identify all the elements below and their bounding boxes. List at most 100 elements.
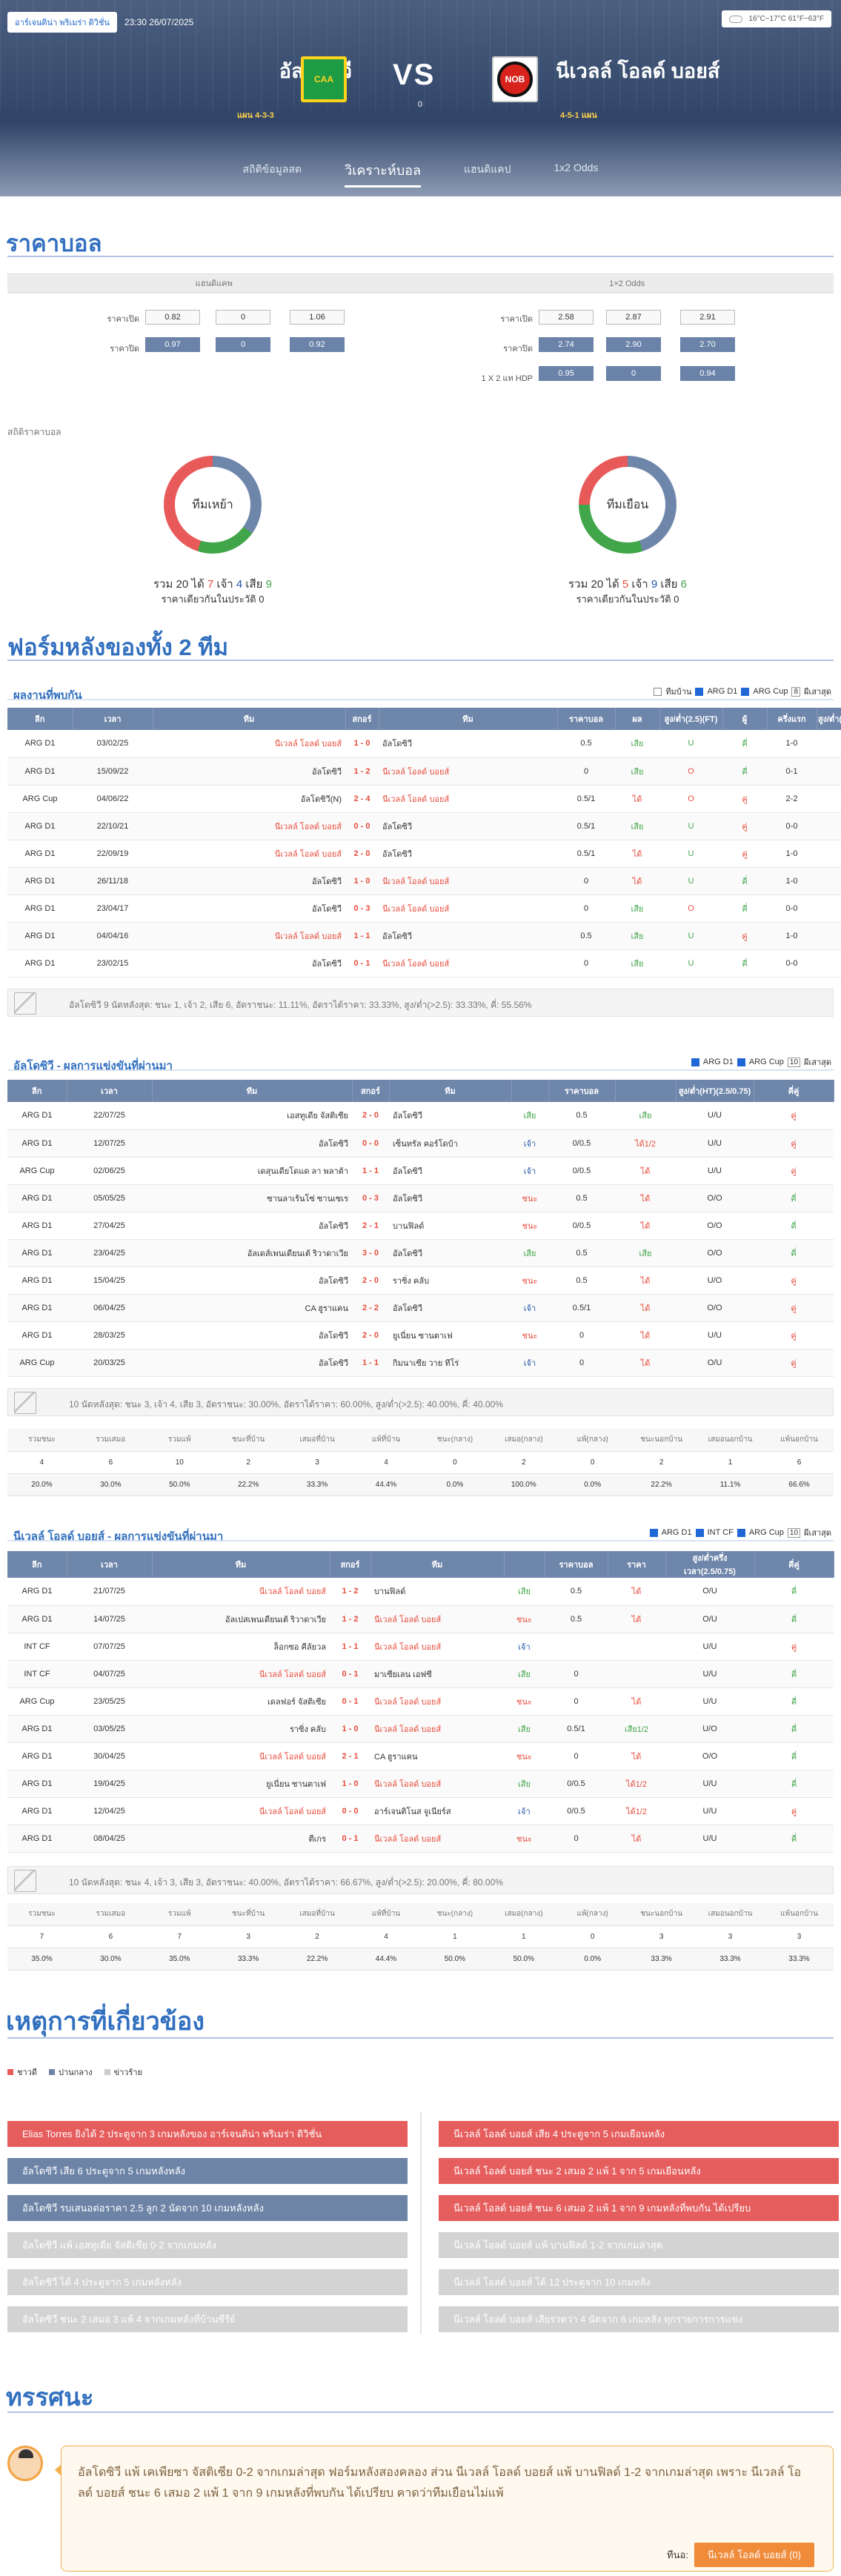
h2h-row[interactable]: ARG D1 04/04/16 นีเวลล์ โอลด์ บอยส์ 1 - 1 อั… — [7, 922, 841, 950]
away-stat-stats_headers-7: เสมอ(กลาง) — [489, 1903, 559, 1926]
tab-handicap[interactable]: แฮนดิแคป — [463, 163, 511, 175]
right-event-item[interactable]: นีเวลล์ โอลด์ บอยส์ แพ้ บานฟิลด์ 1-2 จาก… — [439, 2232, 839, 2258]
home-recent-cell-8: U/U — [676, 1157, 754, 1185]
away-recent-cell-3: 0 - 1 — [330, 1660, 370, 1688]
h2h-cell-6: ได้ — [615, 867, 659, 895]
right-hdp-label: 1 X 2 แท HDP — [481, 374, 533, 383]
form-section-title: ฟอร์มหลังของทั้ง 2 ทีม — [7, 634, 229, 660]
away-recent-row[interactable]: INT CF 04/07/25 นีเวลล์ โอลด์ บอยส์ 0 - 1 มา… — [7, 1660, 834, 1688]
home-recent-cell-3: 2 - 0 — [352, 1102, 389, 1130]
away-team-crest[interactable]: NOB — [492, 56, 538, 102]
away-recent-row[interactable]: INT CF 07/07/25 ล็อกซอ คีลัยวล 1 - 1 นีเวลล์… — [7, 1633, 834, 1661]
away-stat-stats_counts-11: 3 — [764, 1925, 834, 1948]
left-event-item[interactable]: อัลโดซิวี รบเสนอต่อราคา 2.5 ลูก 2 นัดจาก… — [7, 2195, 408, 2221]
h2h-cell-2: นีเวลล์ โอลด์ บอยส์ — [153, 730, 345, 758]
h2h-row[interactable]: ARG D1 22/09/19 นีเวลล์ โอลด์ บอยส์ 2 - 0 อั… — [7, 840, 841, 868]
analysis-text: อัลโดซิวี แพ้ เคเพียซา จัสติเซีย 0-2 จาก… — [78, 2466, 802, 2500]
home-recent-cell-5: ชนะ — [511, 1321, 548, 1350]
h2h-row[interactable]: ARG D1 26/11/18 อัลโดซิวี 1 - 0 นีเวลล์ โอลด… — [7, 867, 841, 895]
left-event-item[interactable]: อัลโดซิวี แพ้ เอสทูเดีย จัสติเซีย 0-2 จา… — [7, 2232, 408, 2258]
home-recent-count-select[interactable]: 10 — [787, 1057, 801, 1067]
away-recent-row[interactable]: ARG D1 03/05/25 ราซิ่ง คลับ 1 - 0 นีเวลล์ โอ… — [7, 1715, 834, 1743]
arg-cup-filter-checkbox[interactable] — [741, 687, 750, 696]
away-odds-donut: ทีมเยือน — [579, 456, 677, 554]
h2h-count-select[interactable]: 8 — [791, 686, 801, 697]
home-recent-row[interactable]: ARG D1 27/04/25 อัลโดซิวี 2 - 1 บานฟิลด์ ชนะ 0… — [7, 1212, 834, 1240]
away-recent-row[interactable]: ARG D1 12/04/25 นีเวลล์ โอลด์ บอยส์ 0 - 0 อา… — [7, 1797, 834, 1825]
tab-analysis[interactable]: วิเคราะห์บอล — [345, 159, 421, 187]
h2h-row[interactable]: ARG D1 15/09/22 อัลโดซิวี 1 - 2 นีเวลล์ โอลด… — [7, 757, 841, 786]
home-recent-cell-2: อัลโดซิวี — [152, 1349, 352, 1377]
h2h-cell-6: ได้ — [615, 785, 659, 813]
h2h-cell-1: 26/11/18 — [73, 867, 153, 895]
home-recent-arg-cup-checkbox[interactable] — [737, 1058, 745, 1066]
home-recent-row[interactable]: ARG D1 06/04/25 CA ฮูราแคน 2 - 2 อัลโดซิวี เจ… — [7, 1294, 834, 1322]
away-recent-cell-7: ได้ — [608, 1605, 665, 1633]
away-recent-row[interactable]: ARG Cup 23/05/25 เดลฟอร์ จัสติเซีย 0 - 1 นีเ… — [7, 1687, 834, 1716]
h2h-row[interactable]: ARG D1 03/02/25 นีเวลล์ โอลด์ บอยส์ 1 - 0 อั… — [7, 730, 841, 758]
right-event-item[interactable]: นีเวลล์ โอลด์ บอยส์ เสียรวดว่า 4 นัดจาก … — [439, 2306, 839, 2332]
left-close-line-odd: 0 — [216, 337, 270, 352]
away-recent-arg-d1-checkbox[interactable] — [649, 1528, 658, 1537]
home-filter-checkbox[interactable] — [654, 687, 662, 696]
h2h-cell-10: O — [817, 757, 841, 786]
home-recent-table: ลีก เวลา ทีม สกอร์ ทีม ราคาบอล สูง/ต่ำ(HT)(2.5… — [7, 1080, 834, 1377]
home-recent-cell-9: คู่ — [754, 1267, 834, 1295]
home-recent-row[interactable]: ARG Cup 02/06/25 เดสุนเดียโดแด ลา พลาต้า 1 … — [7, 1157, 834, 1185]
h2h-cell-7: O — [659, 757, 722, 786]
home-recent-cell-7: ได้ — [615, 1157, 676, 1185]
away-recent-int-cf-checkbox[interactable] — [695, 1528, 704, 1537]
away-recent-arg-cup-checkbox[interactable] — [737, 1528, 745, 1537]
right-event-item[interactable]: นีเวลล์ โอลด์ บอยส์ ได้ 12 ประตูจาก 10 เ… — [439, 2269, 839, 2295]
latest-label: ผีเสาสุด — [804, 688, 831, 697]
home-recent-cell-0: ARG D1 — [7, 1321, 67, 1350]
home-recent-cell-5: ชนะ — [511, 1184, 548, 1212]
h2h-row[interactable]: ARG D1 23/02/15 อัลโดซิวี 0 - 1 นีเวลล์ โอลด… — [7, 949, 841, 977]
away-recent-row[interactable]: ARG D1 14/07/25 อัลเปสเพนเดียนเต้ ริวาดาเว… — [7, 1605, 834, 1633]
away-recent-row[interactable]: ARG D1 30/04/25 นีเวลล์ โอลด์ บอยส์ 2 - 1 CA… — [7, 1742, 834, 1770]
home-recent-cell-6: 0.5 — [548, 1102, 615, 1130]
home-recent-cell-2: อัลโดซิวี — [152, 1267, 352, 1295]
h2h-cell-10: O — [817, 867, 841, 895]
left-event-item[interactable]: อัลโดซิวี เสีย 6 ประตูจาก 5 เกมหลังหลัง — [7, 2158, 408, 2184]
h2h-row[interactable]: ARG D1 22/10/21 นีเวลล์ โอลด์ บอยส์ 0 - 0 อั… — [7, 812, 841, 840]
away-recent-count-select[interactable]: 10 — [787, 1527, 801, 1538]
left-event-item[interactable]: อัลโดซิวี ได้ 4 ประตูจาก 5 เกมหลังหลัง — [7, 2269, 408, 2295]
away-recent-cell-9: คี่ — [754, 1605, 834, 1633]
away-recent-row[interactable]: ARG D1 19/04/25 ยูเนี่ยน ซานตาเฟ 1 - 0 นีเวล… — [7, 1770, 834, 1798]
tab-live-stats[interactable]: สถิติข้อมูลสด — [242, 163, 302, 175]
home-recent-latest-label: ผีเสาสุด — [804, 1058, 831, 1067]
away-recent-row[interactable]: ARG D1 21/07/25 นีเวลล์ โอลด์ บอยส์ 1 - 2 บา… — [7, 1578, 834, 1606]
home-recent-row[interactable]: ARG D1 23/04/25 อัลเดส์เพนเดียนเต้ ริวาดาเ… — [7, 1239, 834, 1267]
right-event-item[interactable]: นีเวลล์ โอลด์ บอยส์ ชนะ 6 เสมอ 2 แพ้ 1 จ… — [439, 2195, 839, 2221]
away-recent-cell-4: นีเวลล์ โอลด์ บอยส์ — [370, 1715, 504, 1743]
h2h-row[interactable]: ARG Cup 04/06/22 อัลโดซิวี(N) 2 - 4 นีเวลล์ … — [7, 785, 841, 813]
home-recent-row[interactable]: ARG D1 15/04/25 อัลโดซิวี 2 - 0 ราซิ่ง คลับช… — [7, 1267, 834, 1295]
home-recent-header-7 — [615, 1080, 677, 1102]
home-recent-row[interactable]: ARG D1 28/03/25 อัลโดซิวี 2 - 0 ยูเนี่ยน ซาน… — [7, 1321, 834, 1350]
arg-d1-filter-checkbox[interactable] — [695, 687, 704, 696]
h2h-cell-9: 1-0 — [767, 867, 817, 895]
away-recent-cell-0: ARG Cup — [7, 1687, 67, 1716]
away-recent-row[interactable]: ARG D1 08/04/25 ตีเกร 0 - 1 นีเวลล์ โอลด์ บอ… — [7, 1825, 834, 1853]
left-event-item[interactable]: Elias Torres ยิงได้ 2 ประตูจาก 3 เกมหลัง… — [7, 2121, 408, 2147]
left-event-item[interactable]: อัลโดซิวี ชนะ 2 เสมอ 3 แพ้ 4 จากเกมหลังท… — [7, 2306, 408, 2332]
h2h-cell-2: อัลโดซิวี — [153, 867, 345, 895]
h2h-cell-6: เสีย — [615, 812, 659, 840]
h2h-cell-6: เสีย — [615, 949, 659, 977]
home-recent-arg-d1-checkbox[interactable] — [691, 1058, 699, 1066]
right-event-item[interactable]: นีเวลล์ โอลด์ บอยส์ เสีย 4 ประตูจาก 5 เก… — [439, 2121, 839, 2147]
home-recent-row[interactable]: ARG D1 22/07/25 เอสทูเดีย จัสติเซีย 2 - 0 อั… — [7, 1102, 834, 1130]
h2h-header-5: ราคาบอล — [557, 708, 616, 730]
league-link[interactable]: อาร์เจนติน่า พริเมร่า ดิวิชั่น — [7, 12, 117, 33]
home-recent-row[interactable]: ARG D1 12/07/25 อัลโดซิวี 0 - 0 เซ็นทรัล คอร… — [7, 1129, 834, 1158]
away-stat-stats_counts-4: 2 — [282, 1925, 352, 1948]
right-event-item[interactable]: นีเวลล์ โอลด์ บอยส์ ชนะ 2 เสมอ 2 แพ้ 1 จ… — [439, 2158, 839, 2184]
home-recent-header-0: ลีก — [7, 1080, 67, 1102]
tab-1x2-odds[interactable]: 1x2 Odds — [554, 162, 599, 173]
away-team-name[interactable]: นีเวลล์ โอลด์ บอยส์ — [556, 60, 720, 82]
h2h-row[interactable]: ARG D1 23/04/17 อัลโดซิวี 0 - 3 นีเวลล์ โอลด… — [7, 894, 841, 923]
home-team-crest[interactable]: CAA — [301, 56, 347, 102]
home-recent-row[interactable]: ARG Cup 20/03/25 อัลโดซิวี 1 - 1 กิมนาเซีย ว… — [7, 1349, 834, 1377]
